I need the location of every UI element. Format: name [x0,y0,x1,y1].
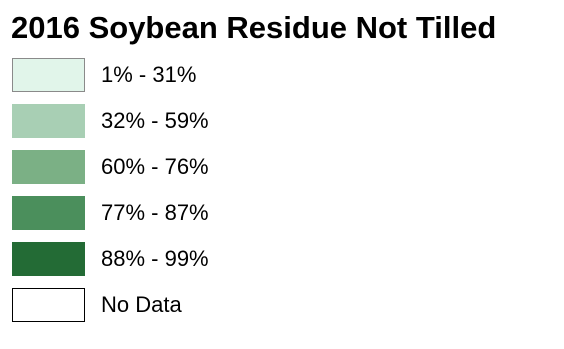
legend-item-label: 77% - 87% [101,200,209,225]
legend-swatch [12,242,85,276]
legend-item-label: 60% - 76% [101,154,209,179]
legend-swatch-no-data [12,288,85,322]
legend-item-label: 1% - 31% [101,62,197,87]
legend-swatch [12,150,85,184]
legend-item-label: 32% - 59% [101,108,209,133]
legend-swatch [12,196,85,230]
legend-swatch [12,58,85,92]
legend-swatch [12,104,85,138]
legend-item-label: No Data [101,292,182,317]
legend-item-label: 88% - 99% [101,246,209,271]
legend-title: 2016 Soybean Residue Not Tilled [11,10,497,45]
